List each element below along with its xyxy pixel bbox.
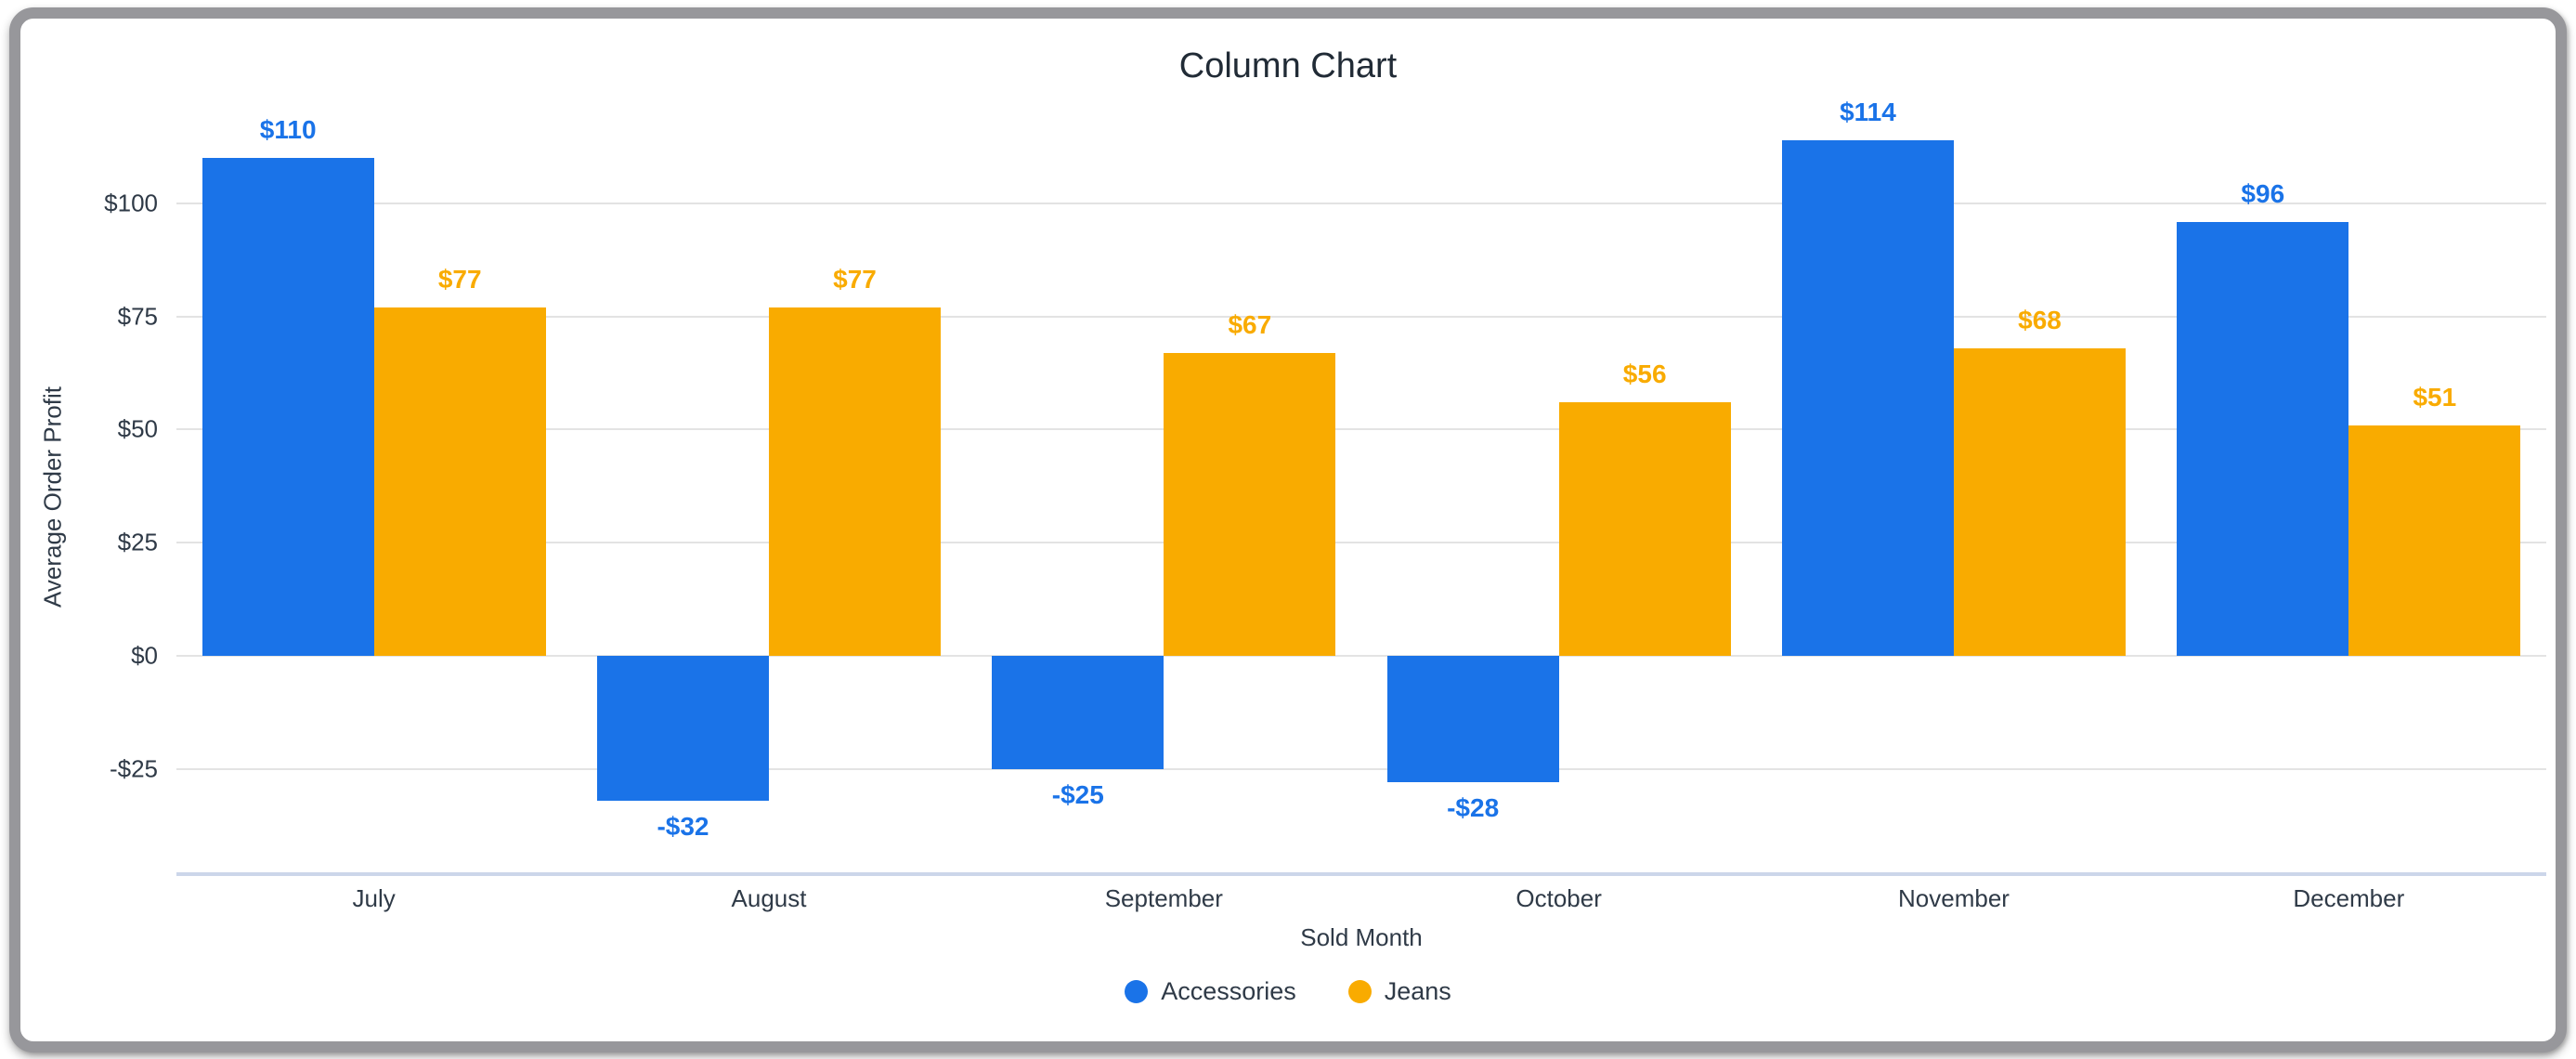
bar-value-label: $56 (1622, 360, 1667, 389)
bar-value-label: -$25 (1051, 779, 1104, 809)
x-axis-baseline (176, 872, 2546, 876)
bar-value-label: $110 (259, 115, 317, 145)
legend-swatch-icon (1125, 980, 1149, 1003)
gridline (176, 767, 2546, 770)
legend-item-accessories[interactable]: Accessories (1125, 977, 1296, 1006)
x-tick-label-december: December (2293, 884, 2405, 912)
legend: Accessories Jeans (0, 977, 2576, 1006)
y-axis-ticks: $100 $75 $50 $25 $0 -$25 (37, 121, 158, 874)
bar-jeans-december[interactable] (2348, 425, 2521, 656)
gridline (176, 428, 2546, 431)
plot-area: $110 $77 -$32 $77 -$25 $67 -$28 $56 $114 $68 $96 $5… (176, 98, 2546, 876)
bar-groups: $110 $77 -$32 $77 -$25 $67 -$28 $56 $114 $68 $96 $5… (176, 98, 2546, 874)
bar-jeans-july[interactable] (373, 307, 546, 656)
bar-group-october: -$28 $56 (1361, 121, 1756, 874)
gridline (176, 654, 2546, 657)
x-axis-title: Sold Month (1300, 923, 1423, 951)
gridline (176, 315, 2546, 318)
bar-group-november: $114 $68 (1756, 98, 2151, 874)
bar-value-label: $114 (1840, 97, 1896, 126)
x-tick-label-september: September (1104, 884, 1223, 912)
bar-group-july: $110 $77 (176, 115, 571, 874)
bar-jeans-october[interactable] (1558, 402, 1731, 656)
bar-accessories-september[interactable] (992, 655, 1164, 769)
bar-value-label: $67 (1228, 309, 1272, 339)
y-tick-label: $50 (117, 414, 158, 443)
chart-title: Column Chart (1178, 46, 1398, 85)
bar-jeans-november[interactable] (1953, 347, 2126, 656)
legend-label: Jeans (1384, 977, 1451, 1005)
y-tick-label: $100 (104, 189, 158, 217)
bar-group-december: $96 $51 (2152, 121, 2546, 874)
x-tick-label-october: October (1516, 884, 1602, 912)
gridline (176, 542, 2546, 544)
x-tick-label-july: July (352, 884, 396, 912)
legend-swatch-icon (1347, 980, 1372, 1003)
x-tick-label-november: November (1898, 884, 2010, 912)
bar-value-label: $96 (2241, 178, 2285, 208)
bar-value-label: -$32 (657, 811, 709, 841)
bar-accessories-july[interactable] (202, 158, 374, 656)
y-tick-label: $0 (131, 641, 158, 670)
bar-accessories-november[interactable] (1781, 139, 1954, 656)
bar-jeans-august[interactable] (768, 307, 941, 656)
bar-value-label: $77 (437, 265, 482, 294)
bar-value-label: -$28 (1447, 793, 1500, 823)
gridline (176, 203, 2546, 205)
y-tick-label: -$25 (109, 754, 158, 783)
y-tick-label: $25 (117, 528, 158, 556)
x-axis-ticks: July August September October November Decemb… (176, 884, 2546, 913)
bar-accessories-august[interactable] (596, 655, 769, 801)
bar-value-label: $68 (2018, 305, 2062, 334)
x-tick-label-august: August (731, 884, 807, 912)
legend-label: Accessories (1161, 977, 1296, 1005)
bar-group-august: -$32 $77 (571, 121, 966, 874)
bar-group-september: -$25 $67 (967, 121, 1361, 874)
bar-value-label: $77 (833, 265, 877, 294)
y-tick-label: $75 (117, 302, 158, 331)
bar-value-label: $51 (2413, 382, 2457, 412)
bar-accessories-october[interactable] (1386, 655, 1559, 783)
bar-accessories-december[interactable] (2177, 221, 2349, 656)
legend-item-jeans[interactable]: Jeans (1347, 977, 1451, 1006)
bar-jeans-september[interactable] (1164, 352, 1336, 656)
